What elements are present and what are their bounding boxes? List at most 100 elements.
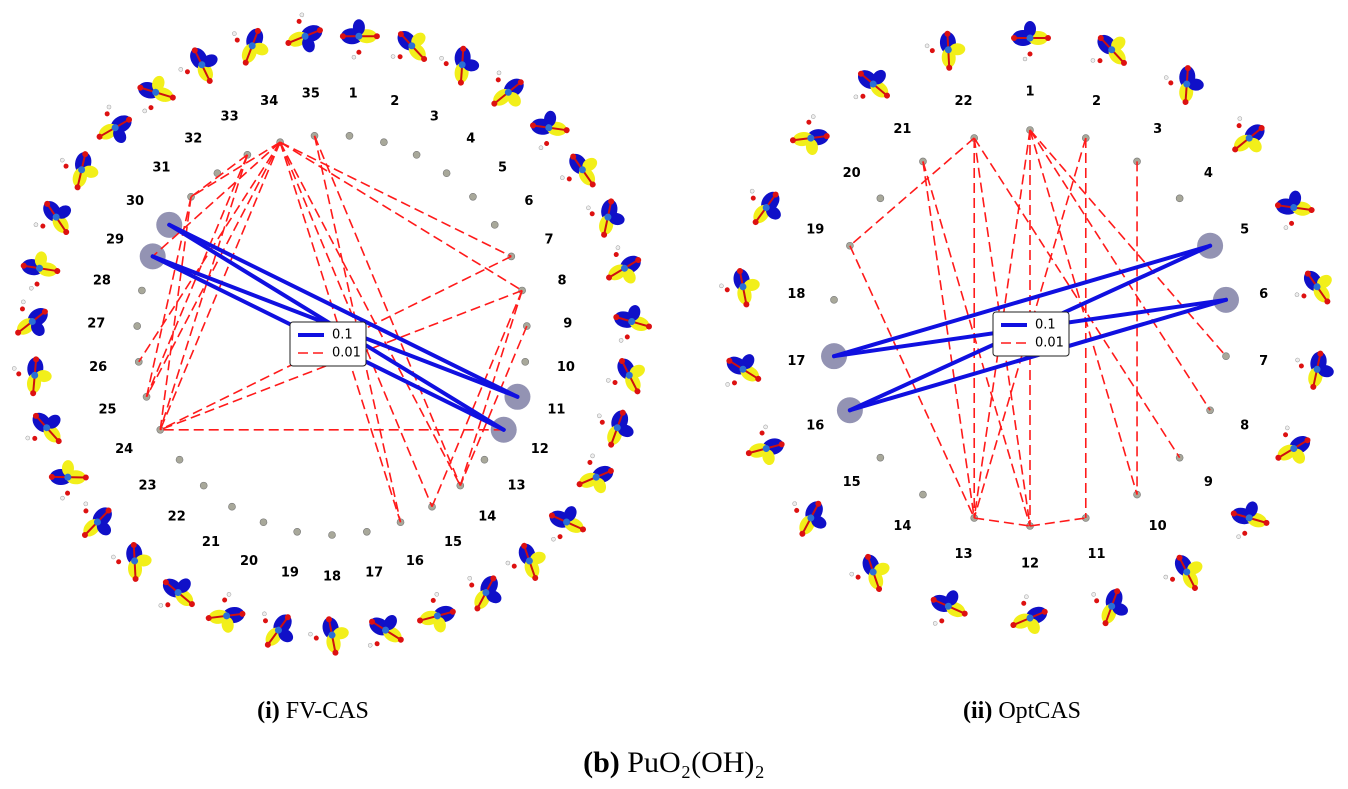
atom: [1300, 292, 1307, 299]
atom: [763, 424, 768, 429]
node-label: 27: [87, 317, 105, 332]
node-label: 26: [89, 360, 107, 375]
node-label: 8: [1240, 419, 1249, 434]
atom: [938, 618, 945, 625]
atom: [1236, 122, 1243, 129]
atom: [25, 435, 31, 441]
caption-label: (b): [583, 746, 620, 779]
node: [294, 528, 301, 535]
orbital-image: [149, 567, 205, 623]
orbital-image: [10, 354, 53, 397]
orbital-image: [478, 62, 534, 118]
atom: [759, 430, 765, 436]
node-label: 18: [323, 570, 341, 585]
node: [260, 519, 267, 526]
weak-edge: [1030, 518, 1086, 526]
atom: [1164, 75, 1168, 79]
atom: [468, 582, 475, 589]
orbital-image: [340, 19, 380, 59]
node-label: 12: [1021, 557, 1039, 572]
orbital-image: [173, 40, 226, 93]
atom: [615, 245, 620, 250]
node: [491, 221, 498, 228]
node-label: 13: [507, 478, 525, 493]
node: [329, 532, 336, 539]
weak-edge: [191, 142, 280, 197]
atom: [724, 287, 730, 293]
atom: [544, 141, 550, 147]
atom: [31, 435, 38, 442]
orbital-image: [844, 59, 900, 115]
node: [200, 482, 207, 489]
orbital-image: [111, 541, 153, 583]
atom: [1091, 592, 1096, 597]
node-label: 9: [1204, 475, 1213, 490]
orbital-image: [600, 351, 654, 405]
node-label: 3: [430, 109, 439, 124]
node-label: 5: [1240, 222, 1249, 237]
weak-edge: [974, 518, 1030, 526]
node: [134, 323, 141, 330]
node: [877, 195, 884, 202]
orbital-image: [456, 565, 510, 619]
atom: [511, 563, 517, 569]
atom: [587, 459, 594, 466]
atom: [439, 56, 443, 60]
node-label: 23: [138, 478, 156, 493]
atom: [606, 378, 611, 383]
node-label: 1: [349, 86, 358, 101]
atom: [855, 574, 861, 580]
node-label: 24: [115, 442, 133, 457]
atom: [749, 188, 755, 194]
atom: [1024, 594, 1029, 599]
orbital-image: [1290, 346, 1337, 393]
node: [380, 139, 387, 146]
atom: [551, 537, 556, 542]
orbital-image: [1083, 581, 1134, 632]
orbital-image: [1158, 547, 1212, 601]
atom: [63, 163, 69, 169]
atom: [725, 382, 731, 388]
atom: [1169, 576, 1176, 583]
weak-edge: [280, 142, 522, 290]
orbital-image: [781, 490, 835, 544]
orbital-image: [203, 591, 248, 636]
node-label: 35: [302, 86, 320, 101]
node-label: 17: [365, 566, 383, 581]
atom: [299, 12, 304, 17]
atom: [184, 68, 191, 75]
node: [363, 528, 370, 535]
legend-label: 0.1: [1035, 318, 1056, 333]
legend-label: 0.01: [332, 346, 361, 361]
node: [877, 454, 884, 461]
atom: [1294, 292, 1300, 298]
node-label: 2: [390, 94, 399, 109]
atom: [397, 53, 404, 60]
atom: [262, 611, 268, 617]
atom: [65, 491, 70, 496]
orbital-image: [595, 239, 650, 294]
orbital-image: [735, 179, 791, 235]
node-label: 9: [563, 317, 572, 332]
node: [138, 287, 145, 294]
atom: [164, 601, 171, 608]
node-label: 33: [221, 109, 239, 124]
orbital-image: [277, 8, 329, 60]
atom: [1020, 600, 1027, 607]
orbital-image: [527, 108, 572, 153]
atom: [1236, 534, 1241, 539]
node: [1176, 195, 1183, 202]
node-label: 17: [787, 354, 805, 369]
atom: [39, 223, 46, 230]
orbital-image: [1264, 419, 1319, 474]
node-label: 14: [893, 519, 911, 534]
atom: [340, 33, 346, 39]
weak-edge: [280, 142, 511, 256]
weak-edge: [153, 142, 280, 256]
atom: [148, 104, 154, 110]
legend-label: 0.1: [332, 328, 353, 343]
weak-edge: [974, 138, 1179, 458]
atom: [374, 33, 380, 39]
atom: [1011, 35, 1017, 41]
node: [443, 170, 450, 177]
